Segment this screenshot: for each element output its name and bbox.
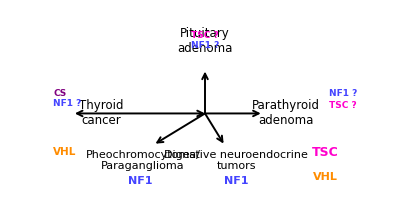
Text: TSC: TSC [312, 146, 338, 158]
Text: NF1 ?: NF1 ? [191, 41, 220, 50]
Text: Thyroid
cancer: Thyroid cancer [79, 99, 123, 128]
Text: TSC ?: TSC ? [329, 100, 357, 110]
Text: Pheochromocytoma/
Paraganglioma: Pheochromocytoma/ Paraganglioma [86, 150, 200, 171]
Text: NF1: NF1 [224, 176, 248, 186]
Text: NF1 ?: NF1 ? [53, 99, 82, 108]
Text: NF1: NF1 [128, 176, 152, 186]
Text: VHL: VHL [314, 172, 338, 182]
Text: Pituitary
adenoma: Pituitary adenoma [177, 27, 233, 55]
Text: CS: CS [53, 89, 66, 98]
Text: Parathyroid
adenoma: Parathyroid adenoma [252, 99, 320, 128]
Text: VHL: VHL [53, 147, 76, 157]
Text: Digestive neuroendocrine
tumors: Digestive neuroendocrine tumors [164, 150, 308, 171]
Text: TSC ?: TSC ? [191, 31, 219, 40]
Text: NF1 ?: NF1 ? [328, 89, 357, 98]
